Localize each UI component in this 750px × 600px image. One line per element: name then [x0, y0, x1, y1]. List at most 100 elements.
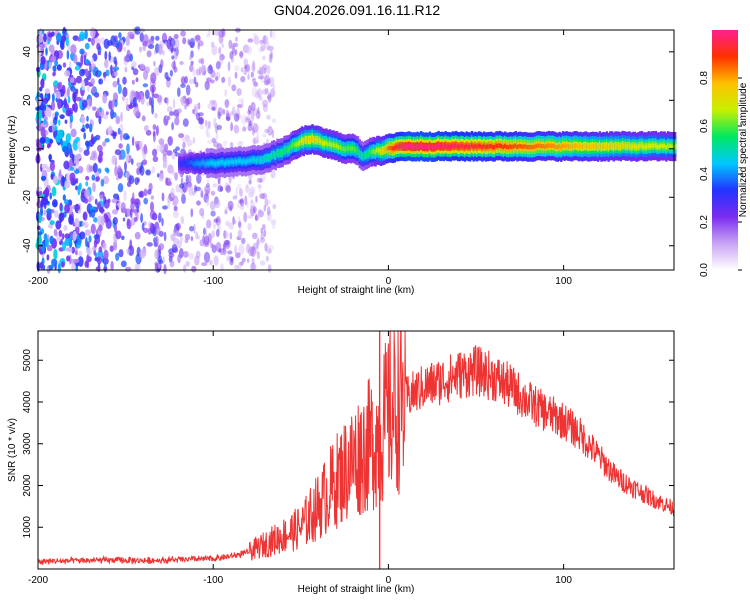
- y-tick-label: -40: [22, 238, 33, 253]
- noise-speckle: [63, 225, 68, 232]
- ridge-cell: [642, 144, 645, 149]
- noise-speckle: [126, 181, 132, 187]
- noise-speckle: [84, 58, 90, 65]
- colorbar: 0.0 0.2 0.4 0.6 0.8 Normalized spectral ampl…: [699, 30, 749, 277]
- noise-speckle: [141, 222, 145, 231]
- noise-speckle: [41, 163, 48, 169]
- noise-speckle: [54, 210, 59, 218]
- ridge-cell: [505, 144, 509, 150]
- colorbar-tick-label: 0.8: [699, 71, 710, 85]
- ridge-cell: [568, 144, 572, 149]
- ridge-cell: [339, 145, 342, 150]
- noise-speckle: [193, 106, 198, 116]
- noise-speckle: [203, 251, 211, 263]
- noise-speckle: [98, 78, 102, 85]
- noise-speckle: [173, 66, 178, 73]
- ridge-cell: [374, 149, 377, 155]
- noise-speckle: [253, 122, 259, 128]
- noise-speckle: [197, 102, 201, 110]
- noise-speckle: [231, 110, 237, 117]
- ridge-cell: [458, 144, 461, 149]
- noise-speckle: [122, 217, 126, 222]
- ridge-cell: [547, 143, 551, 148]
- noise-speckle: [48, 61, 52, 69]
- noise-speckle: [241, 257, 246, 263]
- noise-speckle: [260, 227, 264, 234]
- ridge-cell: [635, 145, 638, 150]
- noise-speckle: [246, 243, 251, 254]
- noise-speckle: [266, 199, 272, 205]
- noise-speckle: [50, 173, 54, 180]
- noise-speckle: [170, 233, 176, 241]
- noise-speckle: [228, 76, 231, 87]
- noise-speckle: [126, 143, 130, 155]
- noise-speckle: [222, 243, 226, 253]
- noise-speckle: [215, 61, 221, 70]
- ridge-cell: [463, 145, 467, 150]
- ridge-cell: [316, 138, 319, 143]
- ridge-cell: [623, 143, 626, 148]
- noise-speckle: [248, 111, 254, 120]
- ridge-cell: [477, 143, 481, 149]
- noise-speckle: [72, 104, 75, 112]
- noise-speckle: [69, 77, 75, 83]
- ridge-cell: [609, 143, 612, 148]
- noise-speckle: [211, 230, 215, 239]
- ridge-cell: [656, 144, 659, 150]
- noise-speckle: [244, 117, 249, 123]
- ridge-cell: [363, 153, 367, 158]
- noise-speckle: [77, 234, 80, 246]
- ridge-cell: [356, 148, 360, 153]
- noise-speckle: [250, 205, 256, 217]
- noise-speckle: [251, 86, 258, 98]
- noise-speckle: [225, 116, 231, 121]
- noise-speckle: [158, 43, 163, 55]
- noise-speckle: [138, 191, 144, 198]
- ridge-cell: [404, 144, 407, 149]
- noise-speckle: [120, 202, 126, 213]
- noise-speckle: [81, 99, 88, 109]
- noise-speckle: [267, 125, 273, 136]
- noise-speckle: [224, 99, 230, 105]
- noise-speckle: [135, 77, 139, 82]
- noise-speckle: [258, 66, 263, 72]
- noise-speckle: [115, 40, 120, 50]
- noise-speckle: [114, 149, 121, 156]
- noise-speckle: [234, 244, 238, 255]
- noise-speckle: [118, 249, 124, 258]
- ridge-cell: [264, 156, 267, 161]
- ridge-cell: [190, 160, 193, 165]
- noise-speckle: [271, 29, 276, 40]
- noise-speckle: [114, 60, 118, 67]
- ridge-cell: [365, 152, 368, 157]
- noise-speckle: [109, 245, 114, 252]
- ridge-cell: [412, 144, 416, 149]
- ridge-cell: [348, 146, 351, 151]
- noise-speckle: [198, 66, 202, 76]
- ridge-cell: [407, 143, 411, 149]
- noise-speckle: [37, 214, 42, 224]
- ridge-cell: [313, 138, 316, 143]
- noise-speckle: [248, 118, 251, 126]
- ridge-cell: [544, 144, 547, 149]
- noise-speckle: [126, 49, 131, 57]
- noise-speckle: [148, 96, 152, 106]
- noise-speckle: [70, 44, 77, 55]
- noise-speckle: [236, 107, 240, 119]
- noise-speckle: [185, 260, 190, 267]
- noise-speckle: [252, 77, 256, 84]
- noise-speckle: [62, 175, 65, 187]
- noise-speckle: [51, 124, 55, 134]
- noise-speckle: [111, 99, 115, 110]
- ridge-cell: [624, 144, 628, 149]
- noise-speckle: [195, 231, 199, 240]
- noise-speckle: [84, 229, 91, 236]
- noise-speckle: [55, 90, 61, 100]
- noise-speckle: [152, 124, 157, 131]
- noise-speckle: [262, 99, 268, 108]
- noise-speckle: [244, 64, 250, 72]
- noise-speckle: [245, 183, 249, 189]
- noise-speckle: [79, 98, 83, 110]
- noise-speckle: [263, 35, 266, 46]
- ridge-cell: [567, 144, 570, 149]
